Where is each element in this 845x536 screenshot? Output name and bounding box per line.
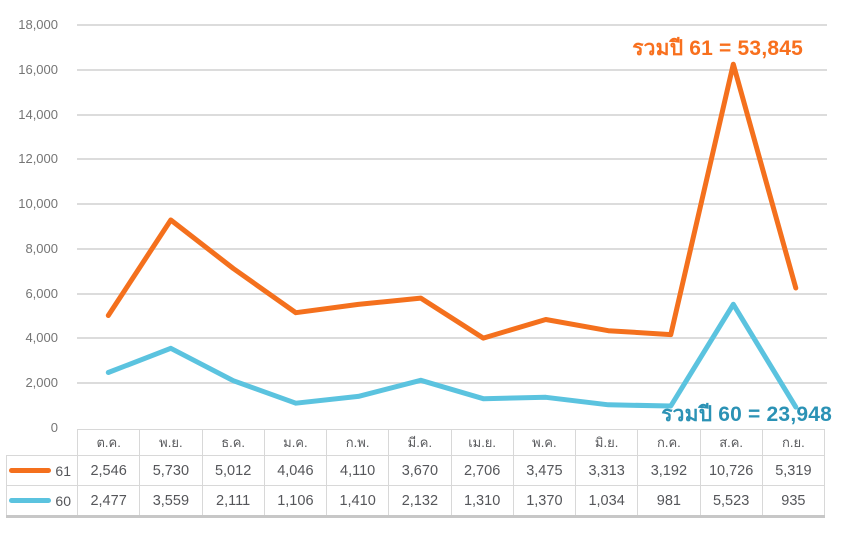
value-cell: 10,726 — [699, 455, 763, 486]
month-header: ธ.ค. — [201, 429, 265, 456]
total-annotation-series-61: รวมปี 61 = 53,845 — [632, 37, 803, 60]
y-axis-tick-label: 16,000 — [18, 61, 58, 77]
value-cell: 5,012 — [201, 455, 265, 486]
gridline — [77, 113, 827, 116]
value-cell: 935 — [761, 485, 826, 518]
gridline — [77, 24, 827, 26]
value-cell: 5,319 — [761, 455, 826, 486]
y-axis-tick-label: 0 — [50, 420, 58, 435]
value-cell: 5,730 — [139, 455, 203, 486]
y-axis-tick-label: 4,000 — [25, 330, 58, 346]
legend-line-icon — [9, 498, 52, 503]
value-cell: 3,670 — [388, 455, 452, 486]
value-cell: 4,110 — [325, 455, 390, 486]
table-row-series-61: 61 2,546 5,730 5,012 4,046 4,110 3,670 2,706 3,4… — [6, 455, 826, 486]
month-header: ก.ค. — [637, 429, 701, 456]
month-header: พ.ค. — [512, 429, 577, 456]
value-cell: 1,310 — [450, 485, 514, 518]
legend-cell-60: 60 — [6, 485, 78, 518]
month-header: ต.ค. — [76, 429, 141, 456]
y-axis-tick-label: 18,000 — [18, 17, 58, 32]
series-line-60 — [105, 301, 799, 410]
gridline — [77, 292, 827, 295]
value-cell: 3,559 — [139, 485, 203, 518]
gridline — [77, 68, 827, 71]
legend-cell-61: 61 — [6, 455, 78, 486]
value-cell: 2,111 — [201, 485, 265, 518]
value-cell: 1,034 — [574, 485, 639, 518]
value-cell: 1,370 — [512, 485, 577, 518]
value-cell: 2,546 — [76, 455, 141, 486]
month-header-row: ต.ค. พ.ย. ธ.ค. ม.ค. ก.พ. มี.ค. เม.ย. พ.ค. มิ.ย. ก… — [6, 429, 826, 456]
value-cell: 3,313 — [574, 455, 639, 486]
month-header: ม.ค. — [263, 429, 328, 456]
value-cell: 3,475 — [512, 455, 577, 486]
month-header: ก.พ. — [325, 429, 390, 456]
gridline — [77, 247, 827, 250]
month-header: ก.ย. — [761, 429, 826, 456]
y-axis-tick-label: 2,000 — [25, 375, 58, 391]
gridline — [77, 382, 827, 385]
gridline — [77, 203, 827, 206]
month-header: เม.ย. — [450, 429, 514, 456]
value-cell: 2,477 — [76, 485, 141, 518]
total-annotation-series-60: รวมปี 60 = 23,948 — [661, 403, 832, 426]
legend-label-60: 60 — [55, 492, 71, 509]
value-cell: 3,192 — [637, 455, 701, 486]
y-axis-tick-label: 10,000 — [18, 196, 58, 212]
data-table: ต.ค. พ.ย. ธ.ค. ม.ค. ก.พ. มี.ค. เม.ย. พ.ค. มิ.ย. ก… — [6, 429, 826, 518]
value-cell: 2,132 — [388, 485, 452, 518]
y-axis-tick-label: 8,000 — [25, 240, 58, 256]
value-cell: 2,706 — [450, 455, 514, 486]
month-header: มิ.ย. — [574, 429, 639, 456]
value-cell: 981 — [637, 485, 701, 518]
y-axis-tick-label: 14,000 — [18, 106, 58, 122]
table-row-series-60: 60 2,477 3,559 2,111 1,106 1,410 2,132 1,310 1,3… — [6, 485, 826, 518]
legend-label-61: 61 — [55, 462, 71, 479]
y-axis-tick-label: 6,000 — [25, 285, 58, 301]
legend-line-icon — [9, 468, 52, 473]
gridline — [77, 158, 827, 161]
y-axis-tick-label: 12,000 — [18, 151, 58, 167]
month-header: ส.ค. — [699, 429, 763, 456]
month-header: มี.ค. — [388, 429, 452, 456]
value-cell: 1,410 — [325, 485, 390, 518]
month-header: พ.ย. — [139, 429, 203, 456]
value-cell: 1,106 — [263, 485, 328, 518]
value-cell: 5,523 — [699, 485, 763, 518]
value-cell: 4,046 — [263, 455, 328, 486]
series-line-61 — [105, 61, 799, 341]
gridline — [77, 337, 827, 340]
legend-header-cell — [6, 429, 78, 456]
